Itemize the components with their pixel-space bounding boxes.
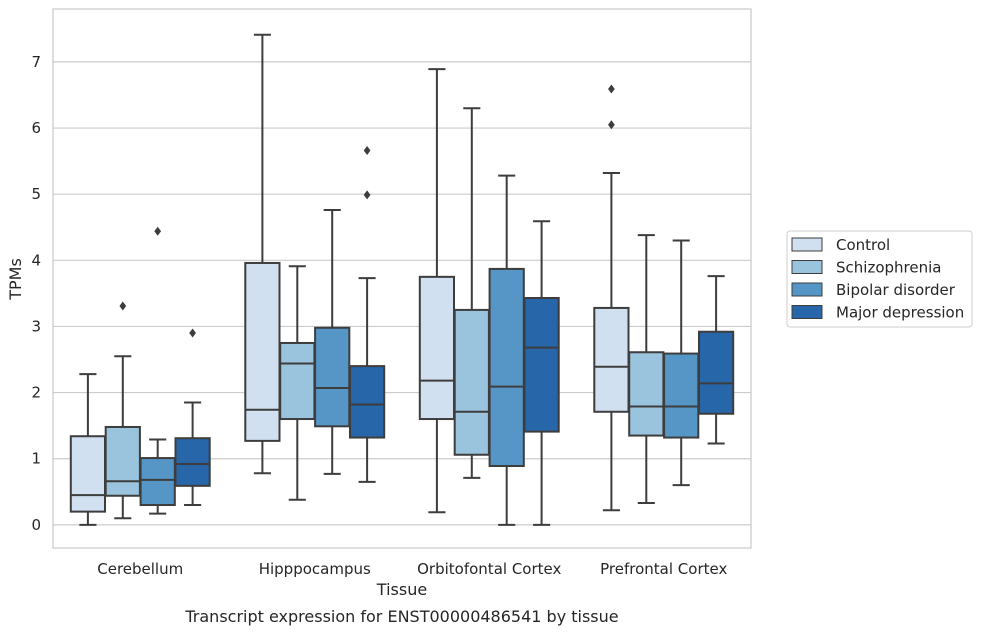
- box-group: [314, 209, 351, 475]
- y-tick-label: 7: [31, 53, 41, 71]
- box: [279, 341, 316, 421]
- box-group: [174, 328, 211, 507]
- y-axis-ticks: 0 1 2 3 4 5 6 7: [31, 53, 41, 534]
- box-group: [453, 107, 490, 479]
- y-tick-label: 0: [31, 516, 41, 534]
- outlier-point: [363, 146, 371, 156]
- boxes: [69, 33, 735, 526]
- outlier-point: [154, 226, 162, 236]
- outlier-point: [608, 120, 615, 130]
- box-group: [628, 234, 665, 505]
- x-tick-label: Orbitofontal Cortex: [417, 560, 561, 578]
- legend-frame: [786, 230, 973, 328]
- box: [663, 352, 700, 439]
- box: [314, 326, 351, 428]
- outlier-point: [608, 84, 615, 94]
- box-group: [663, 239, 700, 487]
- x-axis-ticks: Cerebellum Hipppocampus Orbitofontal Corte…: [97, 560, 727, 578]
- box-group: [244, 33, 281, 475]
- box: [69, 435, 107, 513]
- legend-label: Bipolar disorder: [836, 281, 956, 299]
- box-group: [488, 174, 525, 526]
- box: [488, 267, 525, 467]
- box: [628, 351, 665, 437]
- legend-label: Control: [836, 236, 890, 254]
- box: [593, 306, 630, 413]
- box: [244, 261, 281, 442]
- box: [139, 457, 176, 507]
- box-group: [593, 84, 630, 512]
- box: [104, 425, 141, 497]
- box: [523, 297, 560, 433]
- legend-swatch: [791, 305, 823, 319]
- box: [348, 365, 386, 439]
- outlier-point: [119, 301, 127, 311]
- box-group: [139, 226, 176, 515]
- x-tick-label: Cerebellum: [97, 560, 183, 578]
- y-tick-label: 3: [31, 317, 41, 335]
- x-axis-label: Tissue: [376, 580, 427, 599]
- legend-swatch: [791, 260, 823, 274]
- outlier-point: [189, 328, 196, 338]
- box-group: [348, 146, 386, 483]
- y-axis-label: TPMs: [6, 258, 25, 301]
- box: [418, 275, 456, 421]
- legend: Control Schizophrenia Bipolar disorder Majo…: [786, 230, 973, 328]
- box-group: [418, 68, 456, 514]
- legend-swatch: [791, 237, 823, 252]
- box-group: [279, 265, 316, 501]
- box: [174, 437, 211, 487]
- box: [697, 330, 735, 415]
- x-tick-label: Hipppocampus: [259, 560, 371, 578]
- outlier-point: [363, 190, 371, 200]
- box-group: [523, 220, 560, 526]
- y-tick-label: 4: [31, 251, 41, 269]
- y-tick-label: 2: [31, 384, 41, 402]
- plot-frame: [52, 8, 752, 549]
- y-tick-label: 1: [31, 450, 41, 468]
- legend-label: Major depression: [836, 304, 964, 322]
- chart-caption: Transcript expression for ENST0000048654…: [184, 607, 618, 626]
- box-group: [697, 275, 735, 445]
- box-group: [69, 373, 107, 526]
- x-tick-label: Prefrontal Cortex: [600, 560, 727, 578]
- box: [453, 308, 490, 456]
- y-tick-label: 5: [31, 185, 41, 203]
- legend-label: Schizophrenia: [836, 259, 941, 277]
- box-group: [104, 301, 141, 520]
- y-tick-label: 6: [31, 119, 41, 137]
- legend-swatch: [791, 282, 823, 297]
